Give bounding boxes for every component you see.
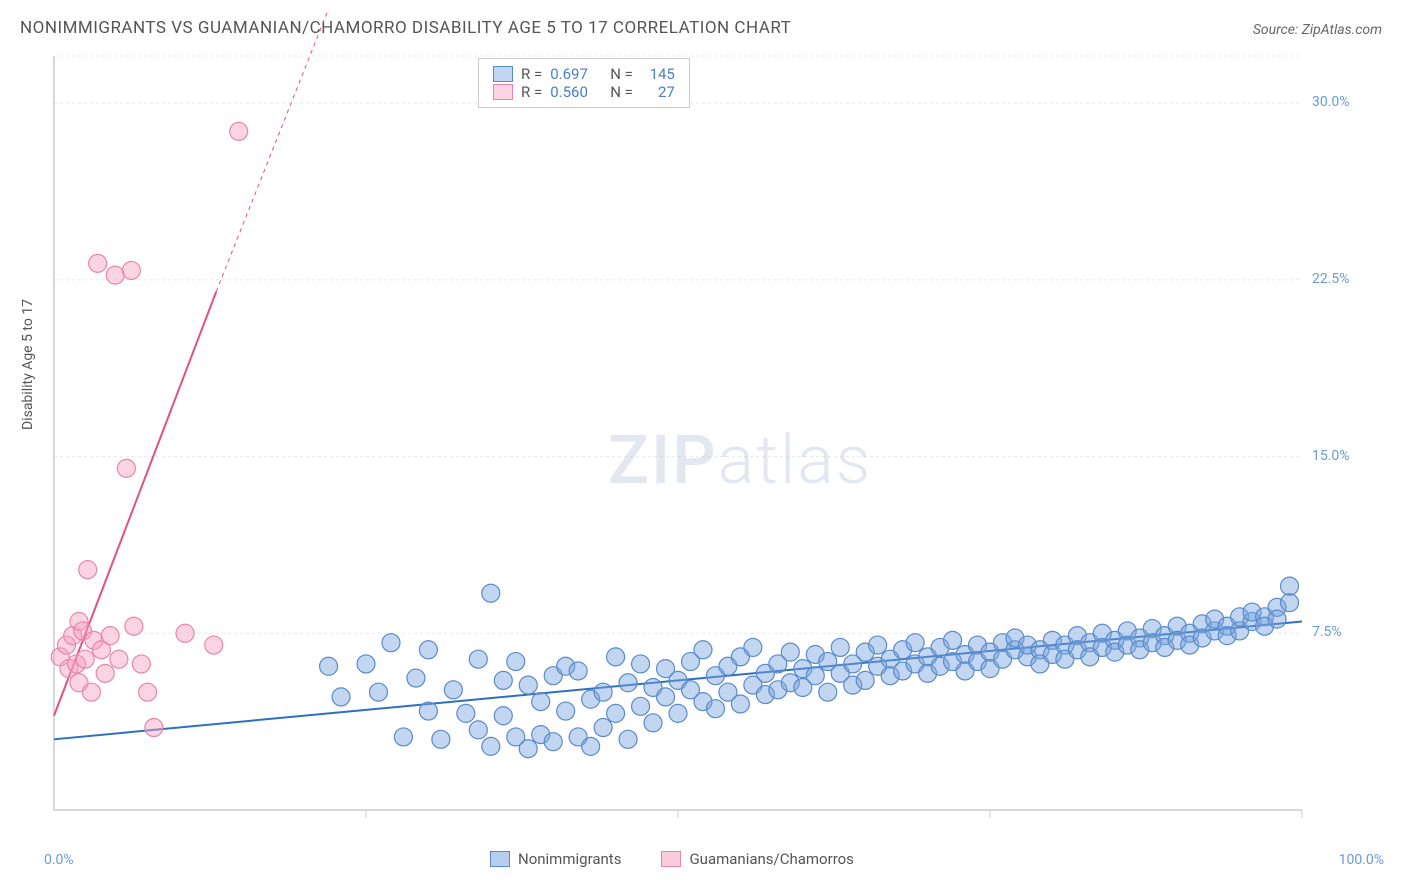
corr-n-value: 27 — [641, 83, 675, 101]
series-legend: Nonimmigrants Guamanians/Chamorros — [490, 850, 854, 868]
corr-n-label: N = — [610, 65, 633, 83]
legend-label: Nonimmigrants — [518, 850, 621, 868]
legend-item: Guamanians/Chamorros — [661, 850, 853, 868]
chart-title: NONIMMIGRANTS VS GUAMANIAN/CHAMORRO DISA… — [20, 18, 791, 38]
y-tick: 15.0% — [1312, 448, 1350, 464]
plot-area: ZIPatlas R =0.697N =145R =0.560N =27 — [48, 50, 1354, 840]
legend-swatch — [490, 851, 510, 867]
legend-item: Nonimmigrants — [490, 850, 621, 868]
corr-legend-row: R = 0.697 N = 145 — [493, 65, 675, 83]
chart-container: NONIMMIGRANTS VS GUAMANIAN/CHAMORRO DISA… — [0, 0, 1406, 892]
source-prefix: Source: — [1253, 22, 1302, 38]
corr-r-value: 0.560 — [550, 83, 602, 101]
corr-n-value: 145 — [641, 65, 675, 83]
y-tick: 30.0% — [1312, 94, 1350, 110]
y-tick: 22.5% — [1312, 271, 1350, 287]
corr-r-label: R = — [521, 65, 542, 83]
corr-n-label: N = — [610, 83, 633, 101]
y-axis-label: Disability Age 5 to 17 — [20, 299, 36, 430]
scatter-svg — [48, 50, 1354, 840]
corr-r-value: 0.697 — [550, 65, 602, 83]
x-tick-max: 100.0% — [1339, 852, 1384, 868]
legend-swatch — [493, 84, 513, 100]
x-tick-min: 0.0% — [44, 852, 74, 868]
y-tick: 7.5% — [1312, 624, 1342, 640]
source-value: ZipAtlas.com — [1302, 22, 1382, 38]
chart-source: Source: ZipAtlas.com — [1253, 22, 1382, 38]
legend-swatch — [661, 851, 681, 867]
corr-r-label: R = — [521, 83, 542, 101]
legend-swatch — [493, 66, 513, 82]
correlation-legend: R = 0.697 N = 145 R = 0.560 N = 27 — [478, 58, 690, 108]
legend-label: Guamanians/Chamorros — [689, 850, 853, 868]
corr-legend-row: R = 0.560 N = 27 — [493, 83, 675, 101]
